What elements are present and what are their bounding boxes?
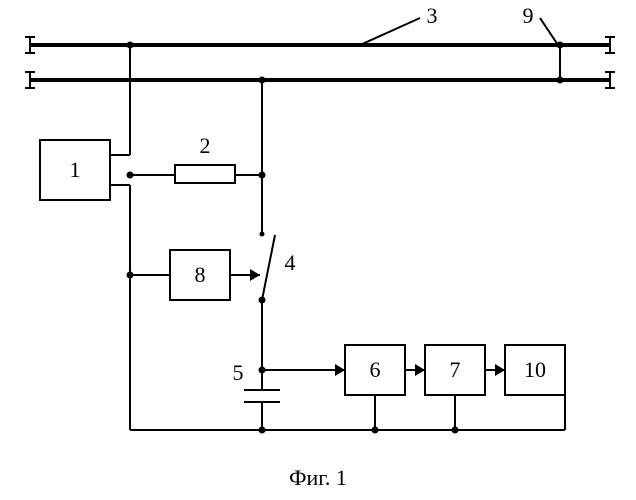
svg-text:1: 1 [70, 157, 81, 182]
svg-text:4: 4 [285, 250, 296, 275]
svg-text:9: 9 [523, 3, 534, 28]
svg-text:2: 2 [200, 133, 211, 158]
svg-text:3: 3 [427, 3, 438, 28]
svg-text:8: 8 [195, 262, 206, 287]
svg-text:10: 10 [524, 357, 546, 382]
svg-text:5: 5 [233, 360, 244, 385]
svg-text:Фиг. 1: Фиг. 1 [289, 465, 347, 490]
svg-text:7: 7 [450, 357, 461, 382]
svg-text:6: 6 [370, 357, 381, 382]
